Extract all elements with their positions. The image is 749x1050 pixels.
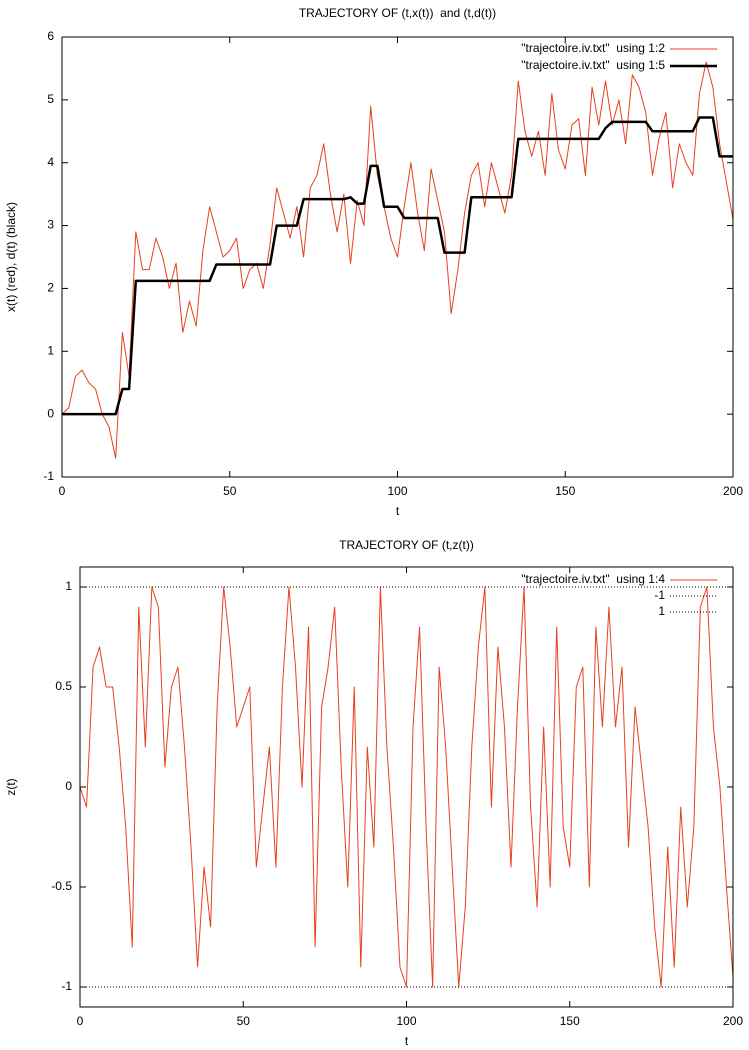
legend-label: "trajectoire.iv.txt" using 1:2: [521, 41, 665, 55]
y-tick-label: 2: [47, 281, 54, 295]
x-axis-label: t: [405, 1034, 409, 1048]
series-line: [79, 586, 734, 988]
y-tick-label: 4: [47, 155, 54, 169]
y-tick-label: 1: [47, 343, 54, 357]
x-tick-label: 200: [723, 1014, 743, 1028]
y-tick-label: 0: [47, 406, 54, 420]
legend-label: -1: [654, 588, 665, 602]
series-line: [61, 61, 734, 459]
chart-title: TRAJECTORY OF (t,x(t)) and (t,d(t)): [299, 6, 496, 20]
legend-label: 1: [658, 604, 665, 618]
y-tick-label: 0.5: [55, 679, 72, 693]
y-tick-label: 1: [65, 579, 72, 593]
x-tick-label: 100: [387, 484, 407, 498]
y-tick-label: -1: [43, 469, 54, 483]
x-tick-label: 200: [723, 484, 743, 498]
x-tick-label: 0: [77, 1014, 84, 1028]
x-tick-label: 50: [237, 1014, 251, 1028]
x-axis-label: t: [396, 504, 400, 518]
chart-title: TRAJECTORY OF (t,z(t)): [339, 538, 474, 552]
legend-label: "trajectoire.iv.txt" using 1:4: [521, 572, 665, 586]
y-tick-label: 5: [47, 92, 54, 106]
y-tick-label: -0.5: [51, 879, 72, 893]
x-tick-label: 0: [59, 484, 66, 498]
x-tick-label: 150: [555, 484, 575, 498]
y-axis-label: z(t): [4, 778, 18, 795]
y-axis-label: x(t) (red), d(t) (black): [4, 202, 18, 312]
legend-label: "trajectoire.iv.txt" using 1:5: [521, 58, 665, 72]
x-tick-label: 50: [223, 484, 237, 498]
y-tick-label: 3: [47, 218, 54, 232]
plot-frame: [79, 566, 734, 1008]
y-tick-label: -1: [61, 979, 72, 993]
y-tick-label: 6: [47, 29, 54, 43]
plot-frame: [61, 36, 734, 478]
x-tick-label: 100: [396, 1014, 416, 1028]
x-tick-label: 150: [560, 1014, 580, 1028]
y-tick-label: 0: [65, 779, 72, 793]
series-line: [62, 116, 733, 416]
